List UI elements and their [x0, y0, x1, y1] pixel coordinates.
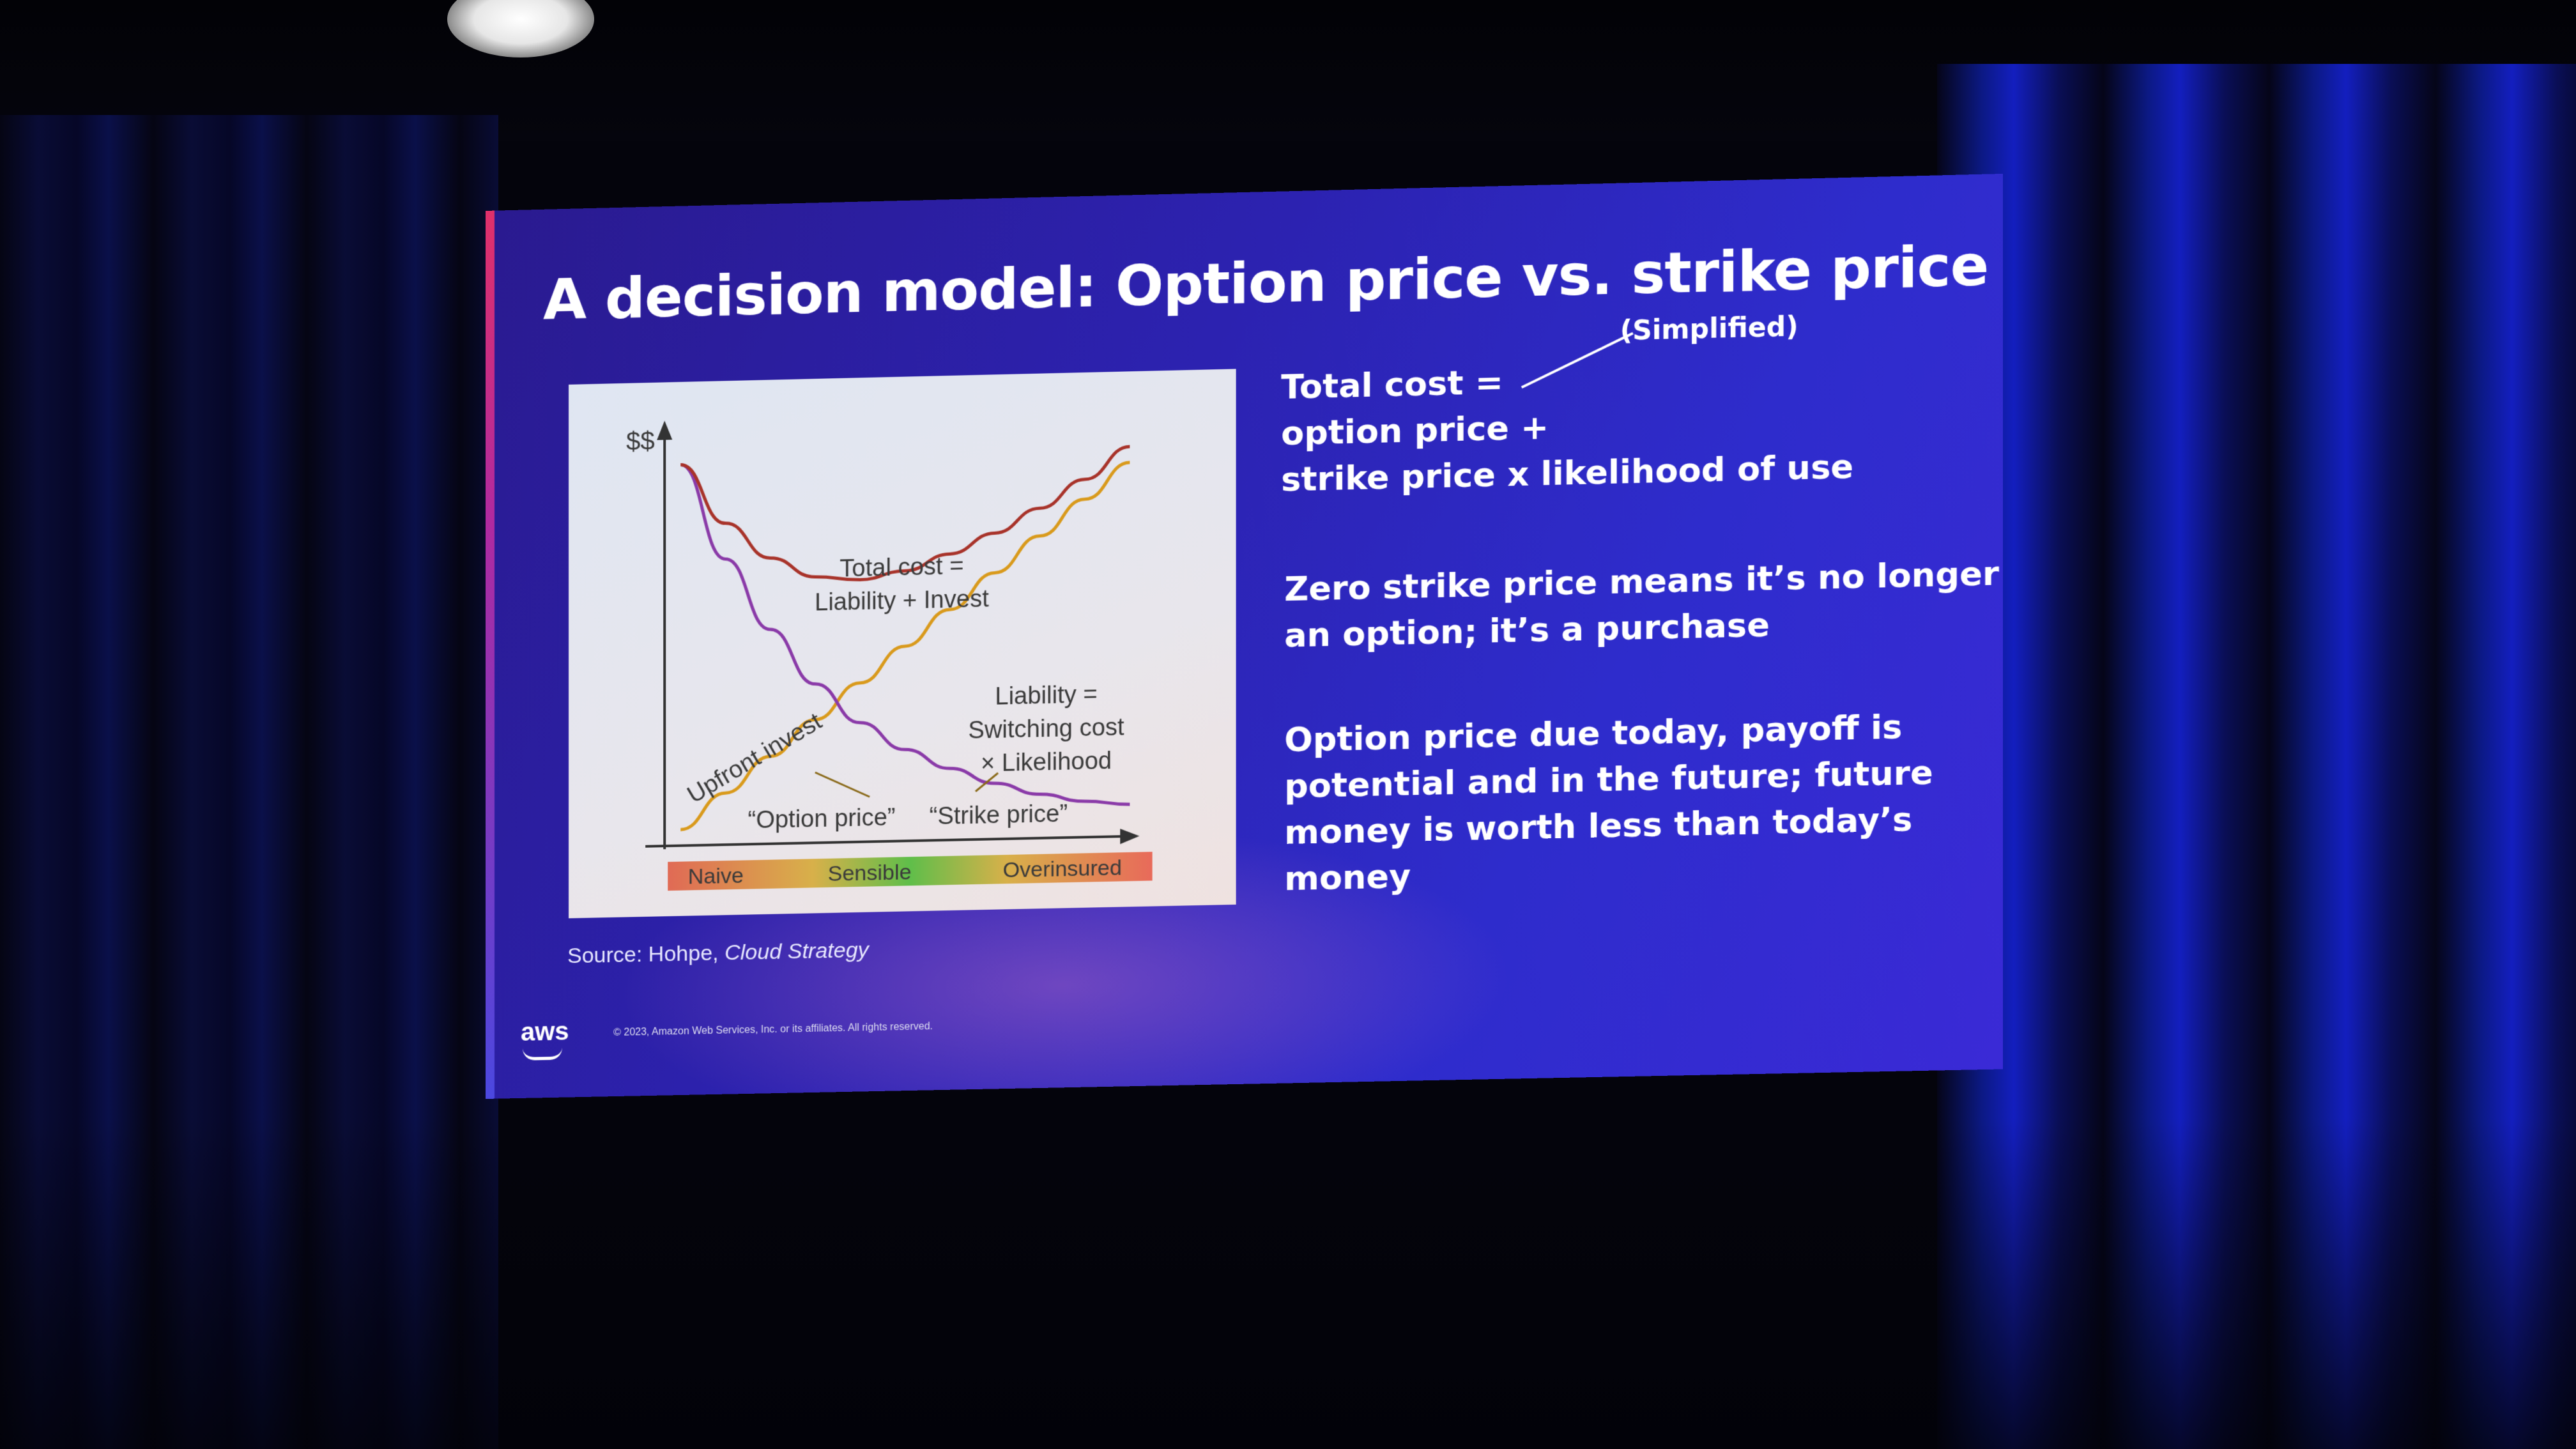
upfront-invest-label: Upfront invest [683, 708, 827, 809]
simplified-annotation: (Simplified) [1620, 310, 1798, 346]
option-price-pointer [815, 771, 870, 798]
total-cost-label: Liability + Invest [815, 585, 989, 616]
option-price-label: “Option price” [748, 804, 896, 834]
liability-label: × Likelihood [981, 747, 1112, 778]
source-prefix: Source: Hohpe, [567, 940, 724, 968]
projection-screen: A decision model: Option price vs. strik… [486, 174, 2003, 1099]
zone-label-naive: Naive [688, 864, 744, 889]
bullet-zero-strike: Zero strike price means it’s no longer a… [1284, 551, 1999, 659]
liability-label: Switching cost [968, 714, 1124, 744]
zone-label-overinsured: Overinsured [1003, 855, 1122, 882]
bullet-total-cost: Total cost = option price + strike price… [1281, 351, 1853, 503]
source-title: Cloud Strategy [724, 938, 869, 965]
y-axis-label: $$ [626, 427, 655, 456]
x-axis [645, 836, 1126, 847]
y-axis-arrow [657, 420, 672, 440]
liability-label: Liability = [995, 681, 1097, 710]
aws-smile-icon [523, 1048, 562, 1061]
decision-model-chart: $$ Total cost = Liability + Invest Liabilit… [569, 369, 1236, 918]
total-cost-label: Total cost = [839, 553, 963, 582]
floor-shadow [0, 1118, 2576, 1449]
screen-accent-edge [486, 211, 494, 1099]
chart-panel: $$ Total cost = Liability + Invest Liabilit… [569, 369, 1236, 918]
bullet-option-price: Option price due today, payoff is potent… [1284, 703, 1933, 902]
zone-label-sensible: Sensible [828, 860, 912, 886]
strike-price-label: “Strike price” [930, 801, 1068, 831]
aws-logo: aws [521, 1017, 569, 1047]
x-axis-arrow [1120, 829, 1139, 845]
